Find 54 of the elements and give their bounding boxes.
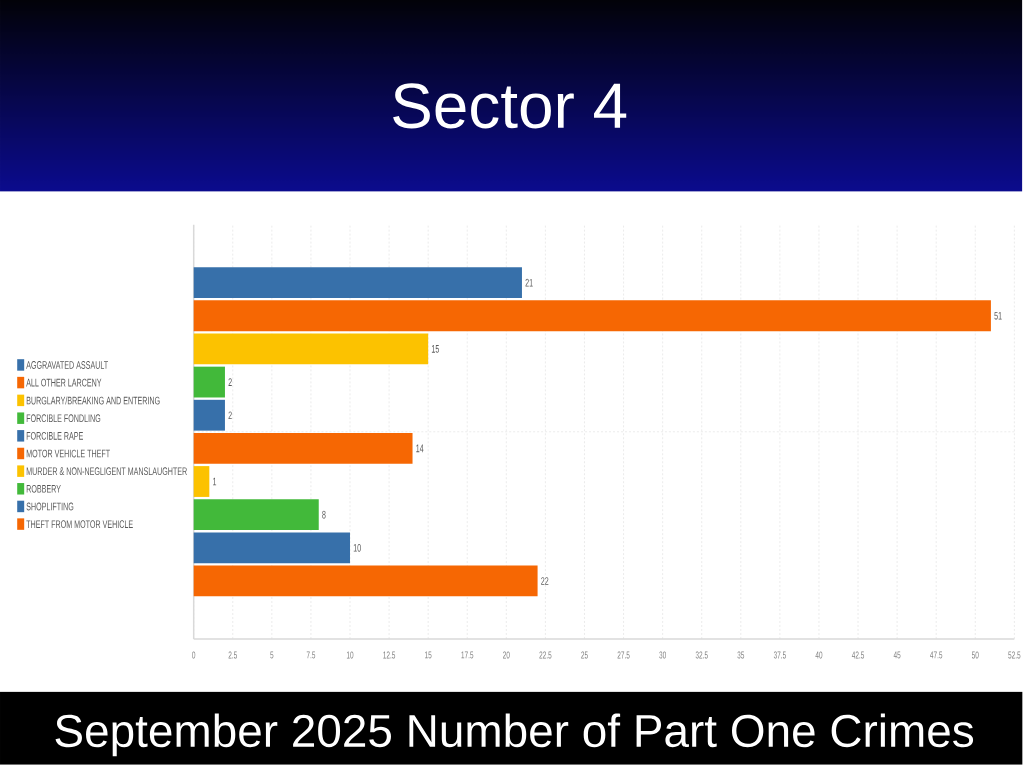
x-tick-label: 40 xyxy=(815,651,823,659)
legend-label: THEFT FROM MOTOR VEHICLE xyxy=(26,520,133,529)
data-label: 51 xyxy=(994,312,1002,320)
data-label: 2 xyxy=(228,411,232,420)
data-label: 10 xyxy=(353,544,361,552)
bar xyxy=(193,267,522,299)
data-label: 8 xyxy=(322,510,326,519)
x-tick-label: 22.5 xyxy=(539,651,552,659)
bar xyxy=(193,399,225,431)
x-tick-label: 52.5 xyxy=(1008,651,1021,659)
legend-label: AGGRAVATED ASSAULT xyxy=(26,361,108,369)
data-label: 2 xyxy=(228,378,232,387)
x-tick-label: 15 xyxy=(425,651,432,659)
x-tick-label: 50 xyxy=(971,651,979,659)
x-tick-label: 17.5 xyxy=(461,651,474,659)
x-tick-label: 5 xyxy=(270,651,274,659)
legend-label: MOTOR VEHICLE THEFT xyxy=(26,449,110,458)
x-tick-label: 10 xyxy=(346,651,354,659)
x-tick-label: 7.5 xyxy=(306,651,316,659)
chart-title: Sector 4 xyxy=(393,83,627,129)
x-tick-label: 47.5 xyxy=(930,651,943,659)
data-label: 1 xyxy=(213,477,217,486)
x-tick-label: 30 xyxy=(659,651,666,659)
bar xyxy=(193,366,225,398)
legend-label: FORCIBLE RAPE xyxy=(26,432,83,440)
data-label: 15 xyxy=(431,345,439,353)
x-tick-label: 42.5 xyxy=(851,651,865,659)
legend-label: MURDER & NON-NEGLIGENT MANSLAUGHTER xyxy=(26,467,187,476)
x-tick-label: 2.5 xyxy=(228,651,238,659)
x-tick-label: 32.5 xyxy=(695,651,708,659)
bar xyxy=(193,466,210,498)
bar xyxy=(193,300,991,332)
data-label: 22 xyxy=(541,577,549,585)
x-tick-label: 27.5 xyxy=(617,651,630,659)
legend-label: SHOPLIFTING xyxy=(26,502,74,511)
x-tick-label: 25 xyxy=(581,651,588,659)
legend-label: ALL OTHER LARCENY xyxy=(26,378,102,387)
bar xyxy=(193,433,413,464)
bar xyxy=(193,499,319,531)
x-tick-label: 37.5 xyxy=(773,651,786,659)
data-label: 21 xyxy=(525,278,533,287)
x-tick-label: 12.5 xyxy=(383,651,396,659)
legend-label: ROBBERY xyxy=(26,485,61,493)
bar xyxy=(193,333,429,365)
legend-label: BURGLARY/BREAKING AND ENTERING xyxy=(26,396,160,405)
x-tick-label: 35 xyxy=(737,651,745,659)
legend-label: FORCIBLE FONDLING xyxy=(26,414,101,423)
bar xyxy=(193,532,351,564)
x-tick-label: 20 xyxy=(503,651,510,659)
x-tick-label: 0 xyxy=(192,651,196,659)
x-tick-label: 45 xyxy=(893,651,901,659)
text: September 2025 Number of Part One Crimes xyxy=(55,713,974,757)
data-label: 14 xyxy=(416,444,424,453)
bar xyxy=(193,565,538,597)
